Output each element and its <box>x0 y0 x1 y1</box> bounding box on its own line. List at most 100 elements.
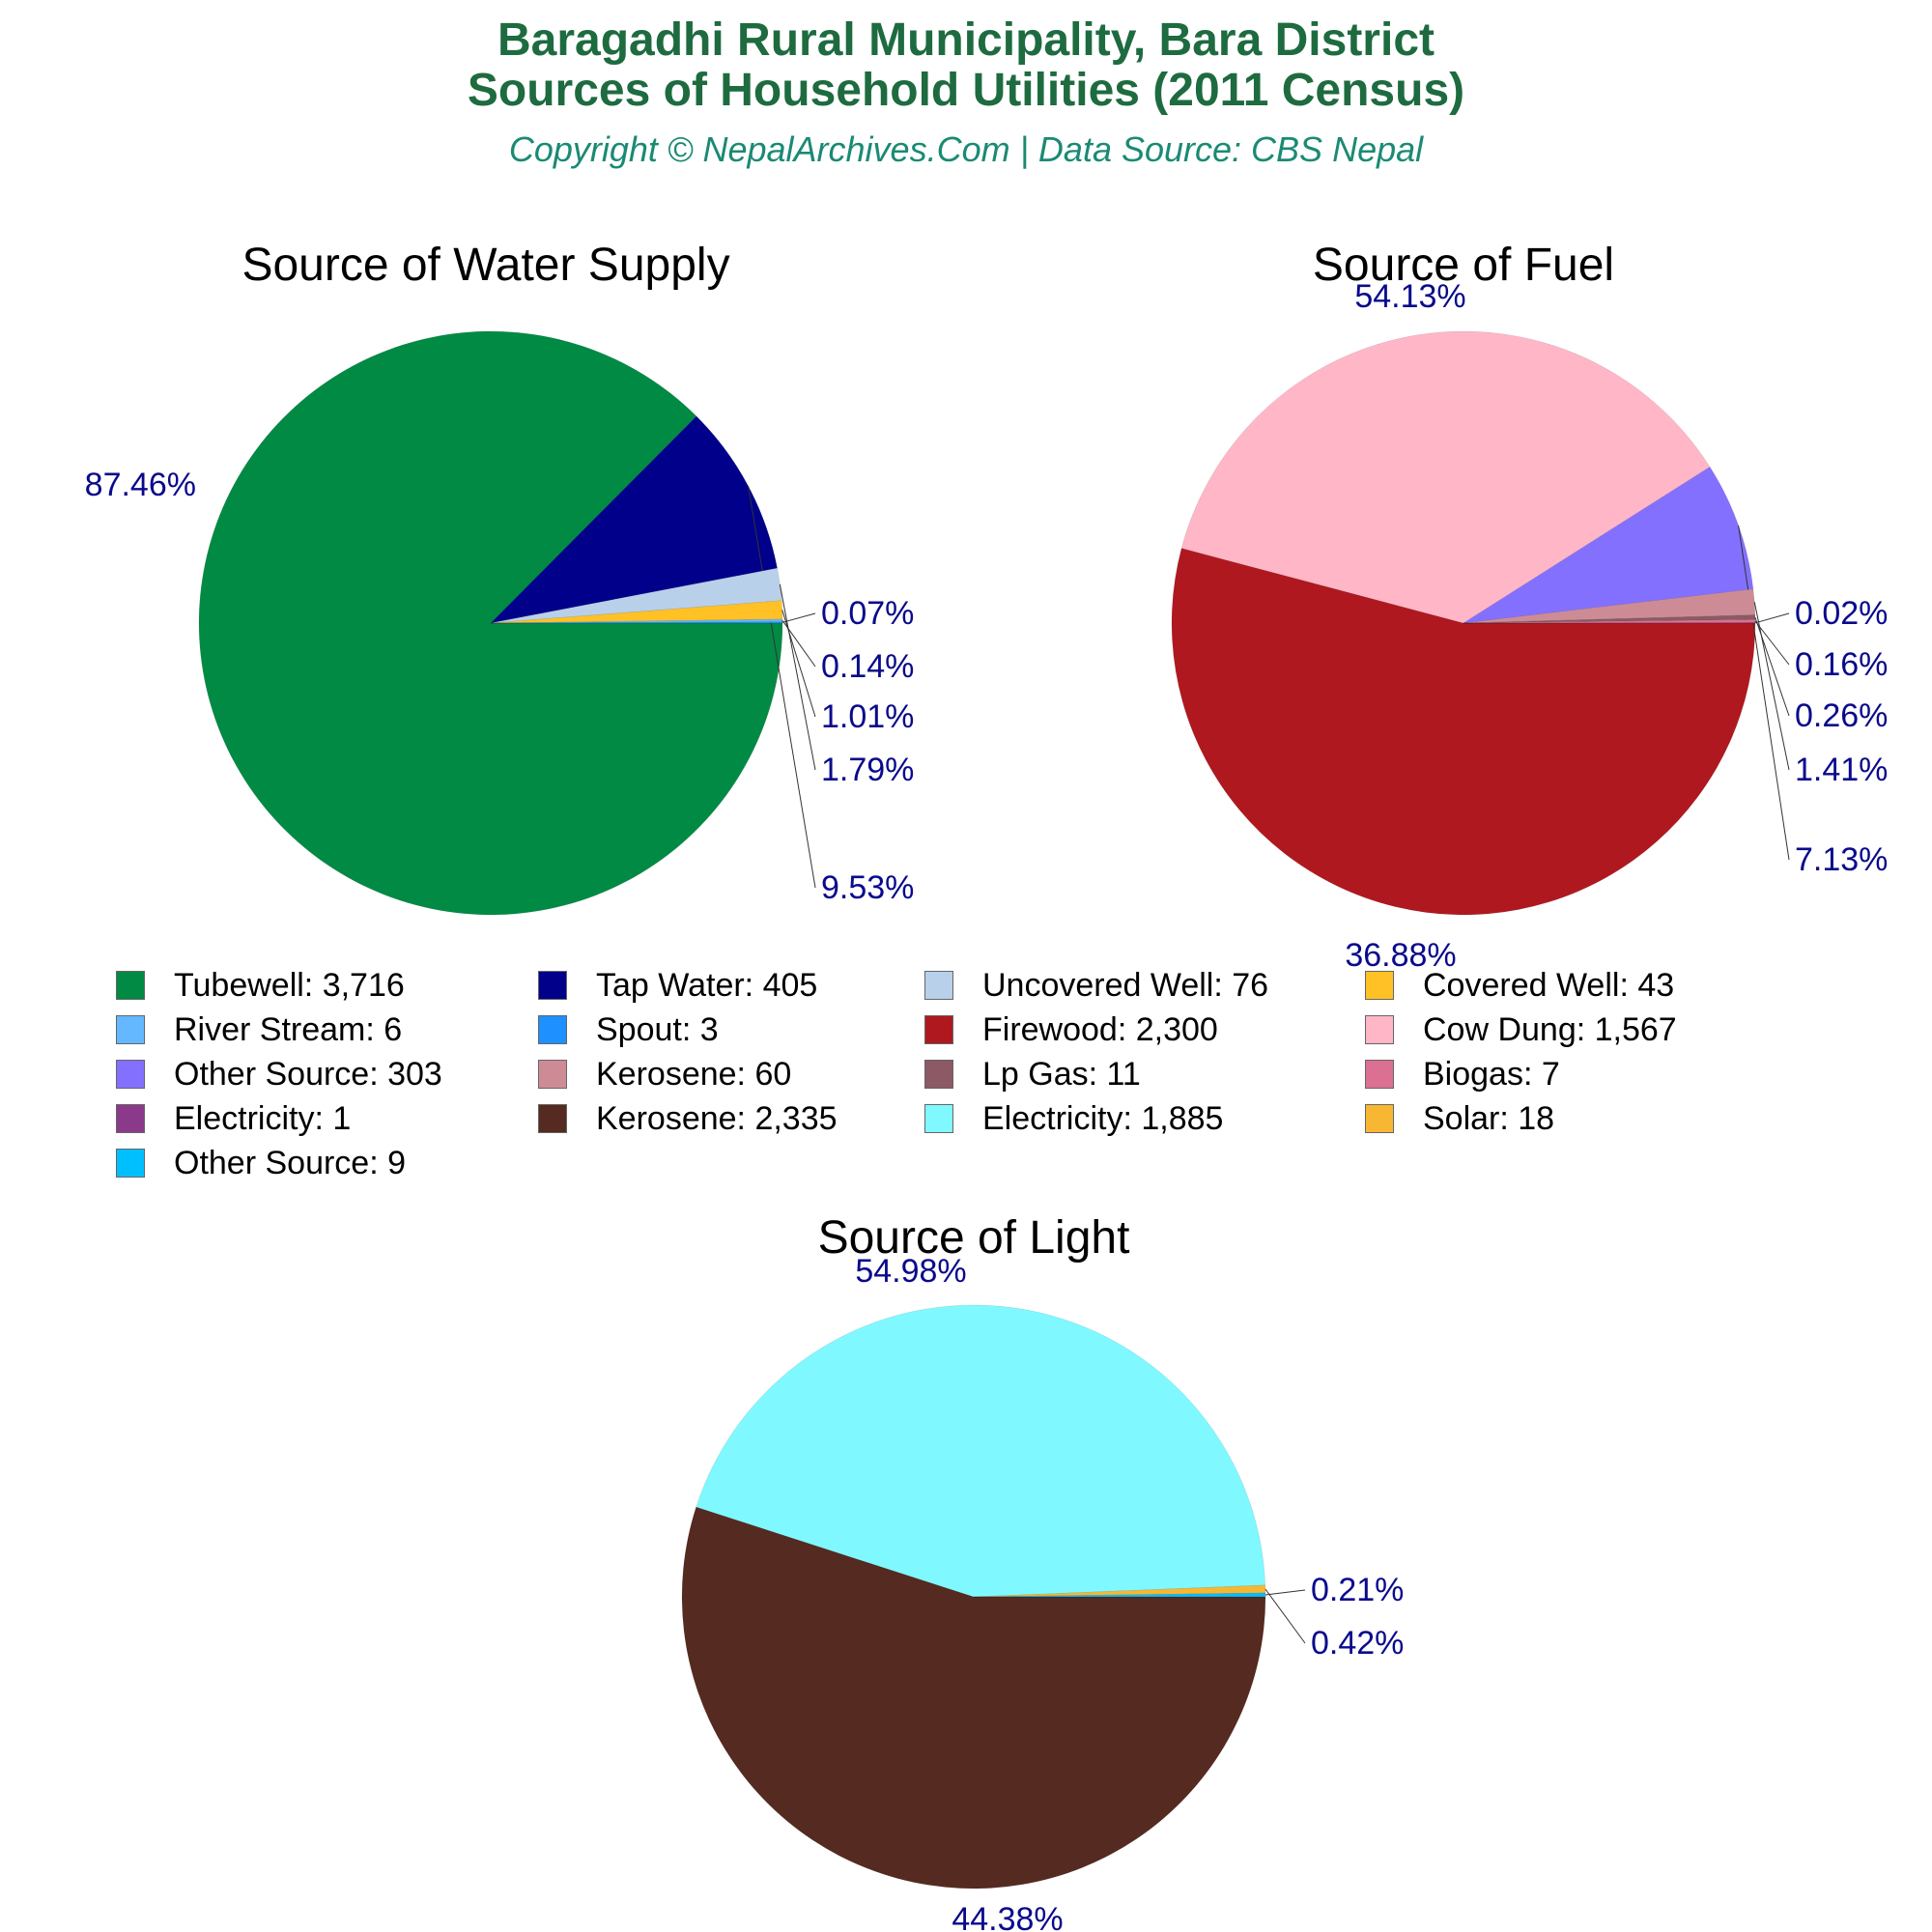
legend-swatch <box>1365 1104 1394 1133</box>
label-leader-line <box>1754 620 1790 666</box>
pct-label-firewood: 54.13% <box>1354 278 1465 315</box>
pie-slice-spout <box>490 621 783 624</box>
legend-label: Kerosene: 60 <box>596 1055 792 1093</box>
label-leader-line <box>779 583 816 771</box>
legend-item: Tap Water: 405 <box>538 966 817 1005</box>
legend-swatch <box>116 971 145 1000</box>
legend-item: Kerosene: 60 <box>538 1055 791 1094</box>
legend-swatch <box>116 1149 145 1178</box>
legend-swatch <box>1365 971 1394 1000</box>
legend-label: Electricity: 1,885 <box>982 1099 1224 1137</box>
pie-slice-lp-gas <box>1463 614 1756 624</box>
pct-label-uncovered-well: 1.79% <box>821 752 914 788</box>
legend-label: Other Source: 9 <box>174 1144 407 1181</box>
legend-label: Firewood: 2,300 <box>982 1010 1218 1048</box>
legend-label: Lp Gas: 11 <box>982 1055 1141 1093</box>
legend-item: Solar: 18 <box>1365 1099 1554 1138</box>
legend-swatch <box>538 1060 567 1089</box>
pie-slice-electricity <box>696 1304 1266 1598</box>
label-leader-line <box>1738 525 1790 861</box>
pie-slice-solar <box>973 1584 1266 1598</box>
legend-label: Covered Well: 43 <box>1423 966 1675 1004</box>
legend-swatch <box>116 1015 145 1044</box>
legend-item: Spout: 3 <box>538 1010 719 1049</box>
legend-item: Cow Dung: 1,567 <box>1365 1010 1677 1049</box>
legend-swatch <box>1365 1060 1394 1089</box>
legend-label: Spout: 3 <box>596 1010 719 1048</box>
legend-item: Electricity: 1 <box>116 1099 351 1138</box>
legend-item: Electricity: 1,885 <box>924 1099 1223 1138</box>
legend-label: Tubewell: 3,716 <box>174 966 405 1004</box>
legend-label: Cow Dung: 1,567 <box>1423 1010 1677 1048</box>
pct-label-kerosene: 54.98% <box>855 1253 966 1290</box>
chart-title-line2: Sources of Household Utilities (2011 Cen… <box>467 65 1465 116</box>
pct-label-spout: 0.07% <box>821 595 914 632</box>
legend-swatch <box>538 1015 567 1044</box>
pct-label-lp-gas: 0.26% <box>1795 697 1888 734</box>
legend-item: Uncovered Well: 76 <box>924 966 1268 1005</box>
pie-slice-tubewell <box>198 330 783 916</box>
pct-label-river-stream: 0.14% <box>821 648 914 685</box>
legend-item: River Stream: 6 <box>116 1010 402 1049</box>
legend-label: Uncovered Well: 76 <box>982 966 1269 1004</box>
label-leader-line <box>748 486 816 889</box>
pie-slice-other-source <box>973 1592 1266 1598</box>
legend-label: Electricity: 1 <box>174 1099 352 1137</box>
legend-item: Other Source: 9 <box>116 1144 406 1182</box>
pct-label-biogas: 0.16% <box>1795 646 1888 683</box>
legend-swatch <box>924 1060 953 1089</box>
label-leader-line <box>1753 601 1790 771</box>
legend-swatch <box>924 971 953 1000</box>
legend-label: Kerosene: 2,335 <box>596 1099 838 1137</box>
pie-slice-firewood <box>1171 548 1756 916</box>
pct-label-covered-well: 1.01% <box>821 698 914 735</box>
pct-label-electricity: 0.02% <box>1795 595 1888 632</box>
pie-title: Source of Fuel <box>1313 240 1614 291</box>
pct-label-other-source: 7.13% <box>1795 841 1888 878</box>
chart-subtitle: Copyright © NepalArchives.Com | Data Sou… <box>508 129 1424 169</box>
pct-label-cow-dung: 36.88% <box>1345 937 1456 974</box>
pie-slice-covered-well <box>490 600 783 624</box>
legend-item: Kerosene: 2,335 <box>538 1099 838 1138</box>
label-leader-line <box>1754 616 1790 717</box>
pie-title: Source of Water Supply <box>242 240 729 291</box>
legend-swatch <box>116 1104 145 1133</box>
label-leader-line <box>1264 1588 1306 1644</box>
pct-label-tubewell: 87.46% <box>85 467 196 503</box>
pie-slice-cow-dung <box>1180 330 1711 624</box>
pie-chart-source-of-water-supply: Source of Water Supply 87.46% 9.53% 1.79% 1.… <box>85 240 914 916</box>
legend-item: Covered Well: 43 <box>1365 966 1674 1005</box>
legend-swatch <box>924 1104 953 1133</box>
legend-label: Solar: 18 <box>1423 1099 1555 1137</box>
label-leader-line <box>1264 1589 1306 1596</box>
legend-item: Biogas: 7 <box>1365 1055 1560 1094</box>
legend-swatch <box>1365 1015 1394 1044</box>
label-leader-line <box>781 612 816 623</box>
pct-label-other-source: 0.21% <box>1311 1572 1404 1608</box>
pct-label-tap-water: 9.53% <box>821 869 914 906</box>
legend-swatch <box>116 1060 145 1089</box>
legend-label: Biogas: 7 <box>1423 1055 1560 1093</box>
legend-item: Firewood: 2,300 <box>924 1010 1218 1049</box>
legend-item: Other Source: 303 <box>116 1055 442 1094</box>
label-leader-line <box>1754 612 1790 624</box>
pct-label-kerosene: 1.41% <box>1795 752 1888 788</box>
legend-item: Tubewell: 3,716 <box>116 966 405 1005</box>
legend-label: River Stream: 6 <box>174 1010 403 1048</box>
pie-title: Source of Light <box>818 1212 1130 1264</box>
pie-slice-kerosene <box>681 1506 1266 1889</box>
legend-swatch <box>924 1015 953 1044</box>
pct-label-solar: 0.42% <box>1311 1625 1404 1662</box>
label-leader-line <box>781 610 816 718</box>
chart-title-line1: Baragadhi Rural Municipality, Bara Distr… <box>497 14 1435 66</box>
legend-label: Tap Water: 405 <box>596 966 818 1004</box>
pct-label-electricity: 44.38% <box>952 1901 1063 1932</box>
legend-label: Other Source: 303 <box>174 1055 442 1093</box>
legend-swatch <box>538 971 567 1000</box>
legend-swatch <box>538 1104 567 1133</box>
legend-item: Lp Gas: 11 <box>924 1055 1141 1094</box>
label-leader-line <box>781 620 816 668</box>
